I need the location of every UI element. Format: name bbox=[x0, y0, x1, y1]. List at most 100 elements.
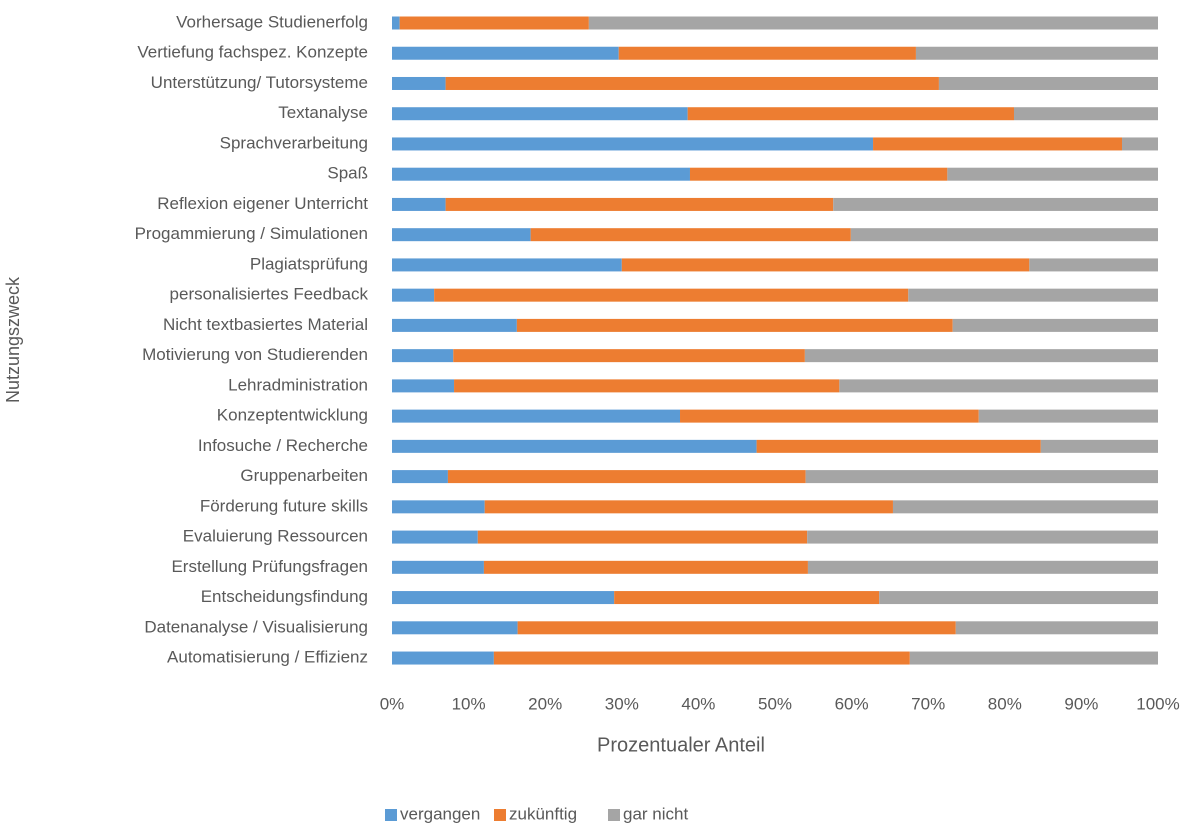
bar-segment bbox=[392, 349, 454, 363]
bar-segment bbox=[689, 167, 948, 181]
bar-segment bbox=[392, 500, 485, 514]
x-tick-label: 50% bbox=[758, 694, 792, 713]
bar-segment bbox=[453, 349, 805, 363]
bar-segment bbox=[879, 591, 1158, 605]
bar-segment bbox=[447, 470, 806, 484]
bar-segment bbox=[530, 228, 851, 242]
x-tick-label: 0% bbox=[380, 694, 405, 713]
bar-segment bbox=[392, 530, 478, 544]
y-tick-label: Infosuche / Recherche bbox=[198, 436, 368, 455]
x-tick-label: 30% bbox=[605, 694, 639, 713]
bar-segment bbox=[908, 288, 1158, 302]
bar-segment bbox=[392, 228, 531, 242]
bar-segment bbox=[493, 651, 910, 665]
bar-segment bbox=[804, 349, 1158, 363]
bar-segment bbox=[392, 167, 690, 181]
bar-segment bbox=[392, 16, 400, 30]
bar-segment bbox=[445, 197, 834, 211]
y-tick-label: Erstellung Prüfungsfragen bbox=[171, 557, 368, 576]
bar-segment bbox=[392, 197, 446, 211]
bar-segment bbox=[477, 530, 808, 544]
bar-segment bbox=[517, 621, 956, 635]
bar-segment bbox=[484, 500, 893, 514]
y-tick-label: Nicht textbasiertes Material bbox=[163, 315, 368, 334]
x-tick-label: 20% bbox=[528, 694, 562, 713]
y-tick-label: Textanalyse bbox=[278, 103, 368, 122]
bar-segment bbox=[445, 76, 939, 90]
bar-segment bbox=[392, 46, 619, 60]
bar-segment bbox=[947, 167, 1158, 181]
x-tick-label: 10% bbox=[452, 694, 486, 713]
bar-segment bbox=[807, 530, 1158, 544]
x-tick-label: 90% bbox=[1064, 694, 1098, 713]
bar-segment bbox=[952, 318, 1158, 332]
bar-segment bbox=[680, 409, 979, 423]
bar-segment bbox=[1029, 258, 1158, 272]
y-tick-label: Gruppenarbeiten bbox=[240, 466, 368, 485]
bar-segment bbox=[756, 439, 1041, 453]
bar-segment bbox=[392, 318, 517, 332]
bar-segment bbox=[588, 16, 1158, 30]
x-tick-label: 60% bbox=[835, 694, 869, 713]
y-tick-label: Lehradministration bbox=[228, 375, 368, 394]
bar-segment bbox=[873, 137, 1122, 151]
bar-segment bbox=[1040, 439, 1158, 453]
bar-segment bbox=[392, 621, 518, 635]
y-tick-label: Evaluierung Ressourcen bbox=[183, 527, 368, 546]
bar-segment bbox=[892, 500, 1158, 514]
y-tick-label: Vertiefung fachspez. Konzepte bbox=[137, 43, 368, 62]
y-tick-label: Automatisierung / Effizienz bbox=[167, 648, 368, 667]
y-tick-label: Förderung future skills bbox=[200, 496, 368, 515]
bar-segment bbox=[392, 651, 494, 665]
bar-segment bbox=[1013, 107, 1158, 121]
bar-segment bbox=[434, 288, 909, 302]
bar-segment bbox=[483, 560, 808, 574]
bar-segment bbox=[909, 651, 1158, 665]
bar-segment bbox=[392, 137, 874, 151]
bar-segment bbox=[392, 258, 622, 272]
bar-segment bbox=[955, 621, 1158, 635]
bar-segment bbox=[618, 46, 916, 60]
x-tick-label: 80% bbox=[988, 694, 1022, 713]
bar-segment bbox=[687, 107, 1014, 121]
bar-segment bbox=[392, 107, 688, 121]
y-tick-label: Plagiatsprüfung bbox=[250, 254, 368, 273]
y-tick-label: Reflexion eigener Unterricht bbox=[157, 194, 368, 213]
bar-segment bbox=[833, 197, 1158, 211]
legend-label: vergangen bbox=[400, 804, 480, 823]
y-tick-label: personalisiertes Feedback bbox=[170, 285, 369, 304]
y-tick-label: Progammierung / Simulationen bbox=[135, 224, 368, 243]
bar-segment bbox=[392, 560, 484, 574]
bar-segment bbox=[392, 439, 757, 453]
legend-swatch bbox=[608, 809, 620, 821]
y-tick-label: Motivierung von Studierenden bbox=[142, 345, 368, 364]
y-tick-label: Entscheidungsfindung bbox=[201, 587, 368, 606]
legend-label: gar nicht bbox=[623, 804, 688, 823]
bar-segment bbox=[805, 470, 1158, 484]
bar-segment bbox=[614, 591, 880, 605]
x-tick-label: 70% bbox=[911, 694, 945, 713]
bar-segment bbox=[392, 379, 455, 393]
y-tick-label: Unterstützung/ Tutorsysteme bbox=[151, 73, 368, 92]
y-tick-label: Konzeptentwicklung bbox=[217, 406, 368, 425]
bar-segment bbox=[915, 46, 1158, 60]
legend-label: zukünftig bbox=[509, 804, 577, 823]
bar-segment bbox=[392, 591, 615, 605]
bar-segment bbox=[454, 379, 840, 393]
y-tick-label: Sprachverarbeitung bbox=[220, 133, 368, 152]
bar-segment bbox=[399, 16, 589, 30]
x-tick-label: 100% bbox=[1136, 694, 1179, 713]
bar-segment bbox=[839, 379, 1158, 393]
x-axis-title: Prozentualer Anteil bbox=[597, 734, 765, 756]
bar-segment bbox=[392, 288, 435, 302]
bar-segment bbox=[392, 76, 446, 90]
bar-segment bbox=[392, 409, 681, 423]
bar-segment bbox=[807, 560, 1158, 574]
x-tick-label: 40% bbox=[681, 694, 715, 713]
y-axis-title: Nutzungszweck bbox=[3, 276, 23, 403]
y-tick-label: Spaß bbox=[327, 164, 368, 183]
y-tick-label: Vorhersage Studienerfolg bbox=[176, 12, 368, 31]
bar-segment bbox=[1121, 137, 1158, 151]
bar-segment bbox=[392, 470, 448, 484]
